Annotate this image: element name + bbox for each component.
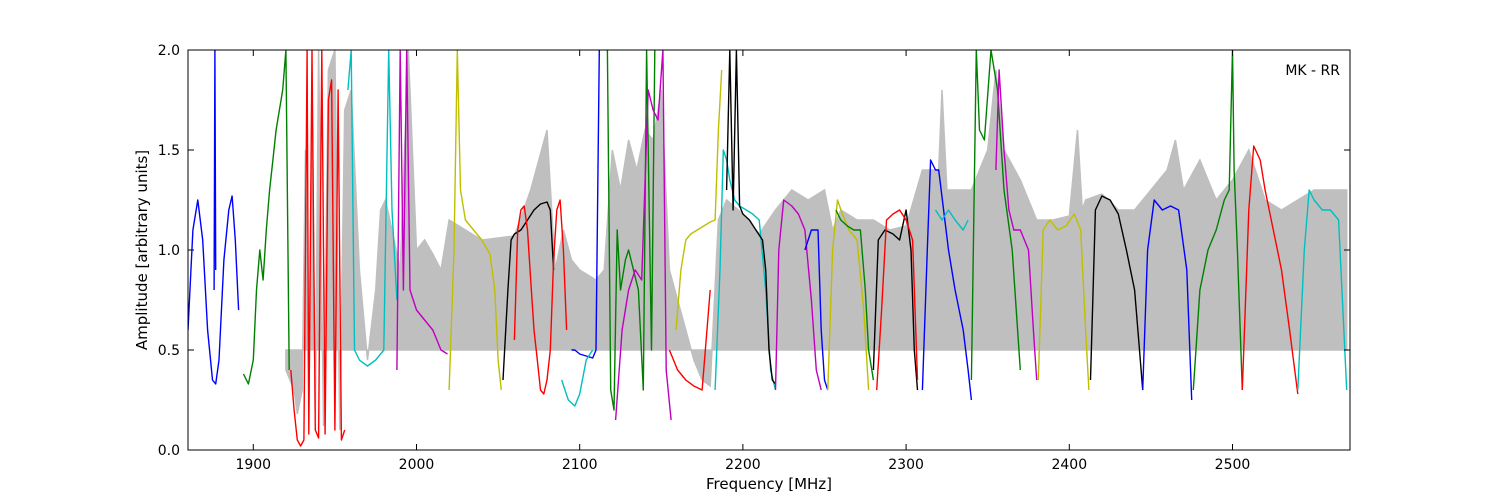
x-tick-label: 2400 (1051, 457, 1087, 473)
series-line-21 (835, 209, 875, 381)
series-layer (188, 50, 1348, 447)
y-axis-label: Amplitude [arbitrary units] (133, 150, 151, 350)
series-line-4 (290, 50, 346, 447)
series-line-22 (872, 209, 919, 391)
series-line-28 (1037, 213, 1090, 391)
x-axis-label: Frequency [MHz] (706, 475, 832, 493)
series-line-23 (876, 209, 919, 391)
series-line-20 (827, 199, 870, 391)
series-line-10 (571, 50, 600, 359)
y-axis-ticks: 0.0 0.5 1.0 1.5 2.0 (158, 43, 1350, 459)
series-line-31 (1192, 50, 1243, 391)
y-tick-label: 1.5 (158, 143, 180, 159)
series-line-13 (614, 50, 672, 421)
series-line-11 (561, 349, 594, 407)
series-line-29 (1089, 195, 1144, 391)
series-line-15 (675, 69, 723, 331)
series-line-19 (804, 229, 829, 391)
series-line-30 (1142, 199, 1193, 401)
series-line-5 (347, 50, 398, 367)
series-line-27 (995, 69, 1038, 381)
series-line-3 (242, 50, 290, 385)
x-tick-label: 2200 (725, 457, 761, 473)
x-tick-label: 2100 (562, 457, 598, 473)
x-tick-label: 1900 (235, 457, 271, 473)
x-tick-label: 2000 (399, 457, 435, 473)
series-line-6 (396, 50, 448, 371)
x-axis-ticks: 1900 2000 2100 2200 2300 2400 2500 (235, 50, 1250, 473)
series-line-18 (774, 199, 822, 391)
series-line-14 (668, 289, 711, 391)
series-line-32 (1241, 145, 1299, 395)
series-line-7 (448, 50, 502, 391)
series-line-25 (934, 209, 969, 231)
series-line-33 (1297, 189, 1348, 391)
series-line-9 (513, 199, 568, 395)
series-line-26 (970, 50, 1021, 381)
series-background-trace (285, 50, 1348, 431)
series-line-12 (606, 50, 656, 411)
series-line-1 (188, 195, 240, 385)
series-line-2 (213, 50, 217, 291)
series-line-17 (725, 50, 777, 385)
x-tick-label: 2300 (888, 457, 924, 473)
y-tick-label: 0.5 (158, 343, 180, 359)
series-line-8 (502, 201, 555, 381)
x-tick-label: 2500 (1215, 457, 1251, 473)
chart-annotation: MK - RR (1285, 63, 1340, 79)
y-tick-label: 1.0 (158, 243, 180, 259)
y-tick-label: 0.0 (158, 443, 180, 459)
y-tick-label: 2.0 (158, 43, 180, 59)
series-line-24 (921, 159, 973, 401)
